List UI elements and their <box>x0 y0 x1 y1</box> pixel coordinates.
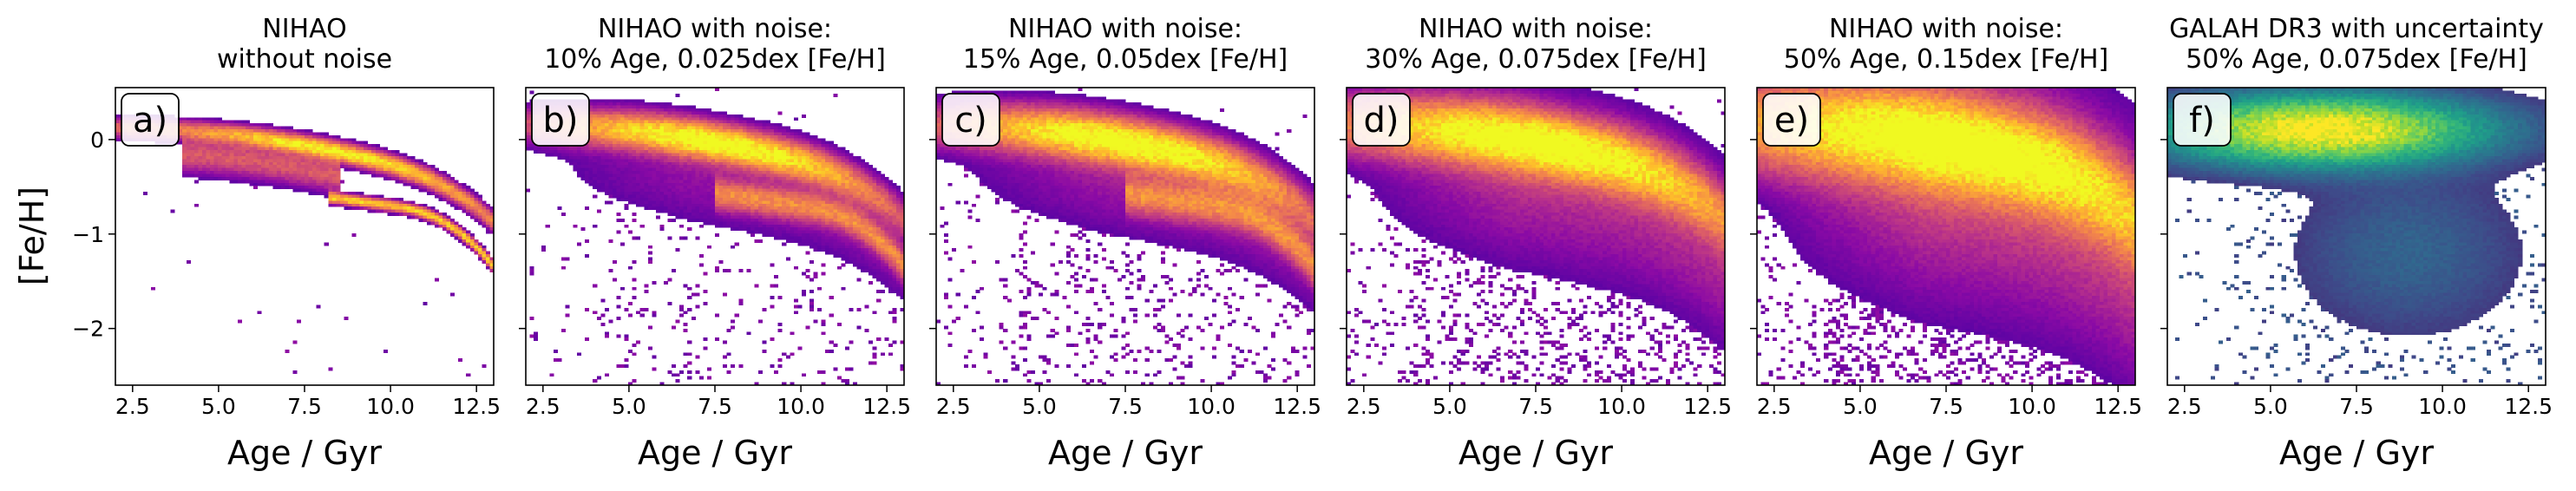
panel-title-line: 30% Age, 0.075dex [Fe/H] <box>1365 44 1707 75</box>
x-tick-label: 7.5 <box>1929 394 1963 419</box>
panel-title-line: NIHAO with noise: <box>598 14 832 44</box>
x-tick-label: 2.5 <box>936 394 971 419</box>
x-axis-label: Age / Gyr <box>1048 434 1203 472</box>
x-tick-label: 7.5 <box>287 394 322 419</box>
x-tick-label: 2.5 <box>2167 394 2202 419</box>
panel-6: 2.5 5.0 7.5 10.0 12.5 Age / Gyr GALAH DR3 with… <box>2160 14 2553 472</box>
x-axis-label: Age / Gyr <box>2279 434 2434 472</box>
x-axis-label: Age / Gyr <box>1458 434 1613 472</box>
y-axis-label: [Fe/H] <box>13 187 51 285</box>
panel-title-line: NIHAO with noise: <box>1008 14 1242 44</box>
x-tick-label: 2.5 <box>1757 394 1792 419</box>
heatmap-bins <box>115 114 495 377</box>
x-axis-label: Age / Gyr <box>638 434 792 472</box>
heatmap-bins <box>1757 88 2136 386</box>
x-tick-label: 10.0 <box>1187 394 1236 419</box>
x-tick-label: 2.5 <box>526 394 560 419</box>
x-tick-label: 7.5 <box>2339 394 2374 419</box>
panel-tag-label: a) <box>133 101 167 141</box>
x-tick-label: 7.5 <box>1518 394 1553 419</box>
panel-tag-label: c) <box>954 101 987 141</box>
x-tick-label: 10.0 <box>2418 394 2467 419</box>
panel-3: 2.5 5.0 7.5 10.0 12.5 Age / Gyr NIHAO with noi… <box>929 14 1321 472</box>
x-axis-label: Age / Gyr <box>227 434 382 472</box>
panel-title-line: 50% Age, 0.15dex [Fe/H] <box>1784 44 2109 75</box>
panel-title-line: 50% Age, 0.075dex [Fe/H] <box>2186 44 2527 75</box>
panel-title-line: 10% Age, 0.025dex [Fe/H] <box>544 44 886 75</box>
panel-2: 2.5 5.0 7.5 10.0 12.5 Age / Gyr NIHAO with noi… <box>519 14 911 472</box>
panel-title-line: NIHAO with noise: <box>1419 14 1653 44</box>
x-tick-label: 12.5 <box>452 394 501 419</box>
x-tick-label: 5.0 <box>1022 394 1057 419</box>
panel-4: 2.5 5.0 7.5 10.0 12.5 Age / Gyr NIHAO with noi… <box>1340 14 1732 472</box>
panel-tag-box <box>2173 93 2232 147</box>
x-tick-label: 12.5 <box>1273 394 1321 419</box>
x-tick-label: 5.0 <box>1843 394 1878 419</box>
x-tick-label: 10.0 <box>2008 394 2056 419</box>
x-tick-label: 5.0 <box>2253 394 2288 419</box>
panel-title-line: 15% Age, 0.05dex [Fe/H] <box>963 44 1288 75</box>
y-tick-label: −2 <box>72 317 104 342</box>
panel-5: 2.5 5.0 7.5 10.0 12.5 Age / Gyr NIHAO with noi… <box>1750 14 2142 472</box>
panel-tag-label: b) <box>543 101 579 141</box>
x-tick-label: 10.0 <box>366 394 415 419</box>
panel-title-line: NIHAO with noise: <box>1829 14 2063 44</box>
panel-title-line: NIHAO <box>262 14 346 44</box>
x-tick-label: 7.5 <box>698 394 732 419</box>
panel-title-line: without noise <box>217 44 392 75</box>
x-tick-label: 5.0 <box>201 394 236 419</box>
x-axis-label: Age / Gyr <box>1869 434 2023 472</box>
panel-tag-box <box>1352 93 1411 147</box>
x-tick-label: 5.0 <box>1432 394 1467 419</box>
heatmap-bins <box>1347 88 1726 386</box>
x-tick-label: 5.0 <box>612 394 646 419</box>
heatmap-bins <box>526 88 905 386</box>
x-tick-label: 12.5 <box>2504 394 2553 419</box>
x-tick-label: 2.5 <box>115 394 150 419</box>
panel-1: 2.5 5.0 7.5 10.0 12.5 0 −1 −2 Age / Gyr NIHAOwith… <box>72 14 501 472</box>
panel-tag-label: e) <box>1774 101 1809 141</box>
panel-tag-box <box>941 93 1000 147</box>
panel-tag-label: f) <box>2189 101 2215 141</box>
x-tick-label: 7.5 <box>1108 394 1143 419</box>
panel-tag-box <box>121 93 180 147</box>
panel-tag-box <box>1762 93 1821 147</box>
y-tick-label: −1 <box>72 222 104 247</box>
x-tick-label: 10.0 <box>777 394 825 419</box>
x-tick-label: 12.5 <box>862 394 911 419</box>
panel-tag-label: d) <box>1364 101 1399 141</box>
y-tick-label: 0 <box>90 128 104 153</box>
panel-title-line: GALAH DR3 with uncertainty <box>2169 14 2544 44</box>
x-tick-label: 12.5 <box>1683 394 1732 419</box>
heatmap-bins <box>2167 88 2547 386</box>
panel-tag-box <box>531 93 590 147</box>
x-tick-label: 2.5 <box>1347 394 1381 419</box>
x-tick-label: 12.5 <box>2094 394 2142 419</box>
x-tick-label: 10.0 <box>1597 394 1646 419</box>
